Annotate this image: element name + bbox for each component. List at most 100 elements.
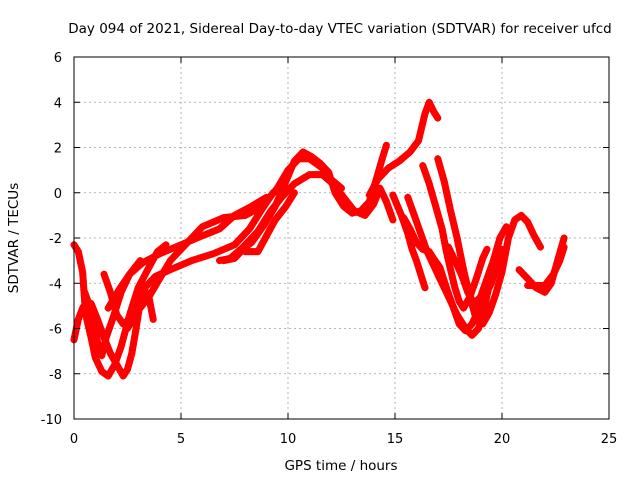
- data-point: [480, 251, 488, 259]
- data-point: [415, 223, 422, 231]
- data-point: [461, 279, 469, 287]
- data-point: [509, 222, 517, 230]
- data-point: [420, 281, 428, 289]
- data-point: [415, 137, 422, 145]
- data-point: [420, 113, 428, 121]
- data-point: [419, 119, 427, 127]
- y-tick-label: 4: [54, 96, 62, 111]
- data-point: [103, 331, 111, 338]
- data-point: [191, 256, 199, 264]
- data-point: [104, 282, 112, 290]
- data-point: [535, 240, 543, 248]
- series-arc-10: [216, 230, 260, 265]
- data-point: [421, 168, 429, 176]
- data-point: [447, 207, 455, 215]
- data-point: [124, 365, 131, 373]
- data-point: [101, 340, 109, 348]
- data-point: [382, 198, 390, 206]
- data-point: [450, 222, 458, 230]
- data-point: [421, 242, 429, 249]
- data-point: [485, 269, 493, 277]
- data-point: [388, 213, 396, 221]
- data-point: [203, 252, 211, 260]
- data-point: [101, 337, 109, 345]
- data-point: [102, 276, 110, 284]
- data-point: [479, 254, 487, 262]
- data-point: [445, 260, 453, 268]
- data-point: [483, 275, 491, 283]
- data-point: [486, 266, 494, 274]
- data-point: [250, 232, 258, 240]
- data-point: [481, 281, 489, 289]
- series-arc-14: [404, 193, 495, 339]
- data-point: [109, 315, 116, 323]
- data-point: [206, 251, 214, 259]
- data-point: [74, 318, 82, 326]
- data-point: [411, 214, 419, 222]
- data-point: [417, 230, 425, 237]
- data-point: [197, 254, 205, 262]
- data-point: [432, 112, 440, 120]
- data-point: [477, 293, 485, 301]
- data-point: [450, 281, 458, 289]
- data-point: [418, 122, 426, 130]
- data-point: [104, 328, 112, 335]
- data-point: [424, 177, 432, 185]
- data-point: [149, 313, 157, 321]
- data-point: [559, 246, 567, 254]
- data-point: [443, 192, 451, 200]
- data-point: [416, 131, 424, 139]
- data-point: [448, 213, 456, 221]
- y-tick-labels: -10 -8 -6 -4 -2 0 2 4 6: [41, 51, 62, 428]
- data-point: [463, 285, 471, 293]
- series-arc-19: [524, 243, 568, 289]
- data-point: [126, 356, 134, 364]
- data-point: [85, 300, 93, 308]
- data-point: [488, 260, 496, 268]
- data-point: [510, 219, 518, 227]
- data-point: [115, 349, 123, 357]
- data-point: [487, 303, 495, 311]
- y-tick-label: 0: [54, 187, 62, 202]
- data-point: [200, 253, 208, 261]
- y-tick-label: -10: [41, 413, 62, 428]
- x-axis-label: GPS time / hours: [284, 458, 397, 474]
- data-point: [449, 216, 457, 224]
- data-point: [419, 236, 427, 243]
- data-point: [445, 257, 452, 265]
- data-point: [405, 196, 413, 204]
- data-point: [422, 245, 430, 253]
- data-point: [418, 233, 426, 240]
- data-point: [387, 210, 395, 218]
- data-point: [451, 225, 459, 233]
- data-point: [101, 273, 109, 281]
- data-point: [394, 203, 402, 211]
- data-point: [412, 217, 420, 225]
- data-point: [407, 242, 415, 250]
- data-point: [471, 278, 479, 286]
- data-point: [422, 171, 430, 179]
- data-point: [440, 177, 448, 185]
- data-point: [462, 282, 470, 290]
- y-tick-label: 6: [54, 51, 62, 66]
- data-point: [559, 237, 567, 245]
- data-point: [445, 198, 453, 206]
- data-point: [98, 352, 106, 360]
- data-point: [486, 306, 494, 314]
- x-tick-label: 15: [387, 432, 404, 447]
- data-point: [188, 257, 196, 265]
- data-point: [100, 343, 108, 351]
- data-point: [423, 174, 431, 182]
- data-point: [384, 201, 391, 209]
- x-tick-label: 20: [494, 432, 511, 447]
- data-point: [450, 219, 457, 227]
- y-tick-label: -4: [49, 277, 62, 292]
- data-point: [289, 192, 297, 199]
- data-point: [83, 294, 91, 302]
- data-point: [105, 325, 113, 332]
- data-point: [478, 290, 486, 298]
- data-point: [406, 199, 414, 207]
- series-arc-9: [241, 189, 298, 256]
- grid-lines: [74, 57, 609, 419]
